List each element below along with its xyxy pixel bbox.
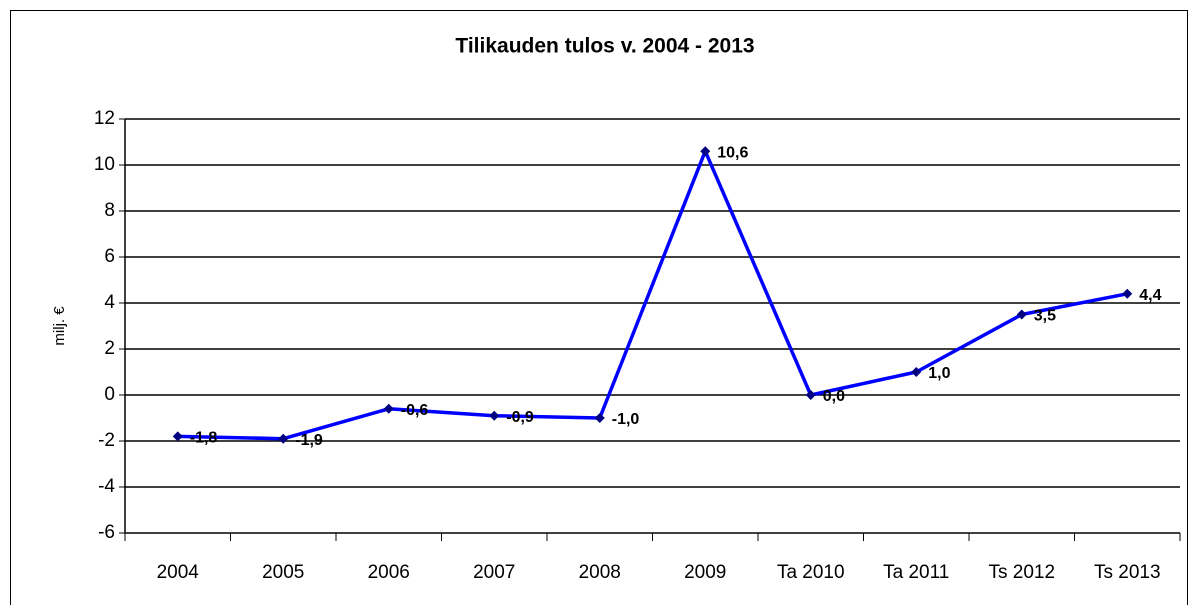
chart-frame <box>10 10 1188 605</box>
data-label: 4,4 <box>1139 287 1161 304</box>
data-marker <box>278 433 289 444</box>
x-tick-label: 2008 <box>579 562 621 583</box>
y-tick-label: -6 <box>98 522 115 543</box>
y-tick-label: 4 <box>104 292 115 313</box>
data-label: 10,6 <box>717 144 748 161</box>
data-marker <box>172 431 183 442</box>
data-marker <box>700 146 711 157</box>
x-tick-label: 2007 <box>473 562 515 583</box>
y-tick-label: 8 <box>104 200 115 221</box>
y-tick-label: 2 <box>104 338 115 359</box>
y-tick-label: -4 <box>98 476 115 497</box>
data-label: -0,9 <box>506 409 534 426</box>
data-marker <box>1122 288 1133 299</box>
x-tick-label: 2004 <box>157 562 200 583</box>
y-tick-label: 10 <box>94 154 115 175</box>
data-label: -1,9 <box>295 432 323 449</box>
chart-title: Tilikauden tulos v. 2004 - 2013 <box>455 35 754 58</box>
data-line <box>177 149 1128 441</box>
data-marker <box>594 413 605 423</box>
data-label: 0,0 <box>823 388 845 405</box>
data-label: -0,6 <box>401 402 429 419</box>
x-tick-label: 2009 <box>684 562 726 583</box>
data-marker <box>1016 309 1027 320</box>
x-tick-label: 2005 <box>262 562 304 583</box>
x-tick-label: Ta 2011 <box>883 562 949 583</box>
data-label: 1,0 <box>928 365 950 382</box>
x-tick-label: 2006 <box>368 562 410 583</box>
y-tick-label: 12 <box>94 108 115 129</box>
data-label: -1,8 <box>190 430 218 447</box>
data-marker <box>383 403 394 414</box>
data-label: 3,5 <box>1034 308 1056 325</box>
x-tick-label: Ts 2013 <box>1094 562 1161 583</box>
x-tick-label: Ts 2012 <box>988 562 1055 583</box>
data-marker <box>911 367 922 377</box>
y-tick-label: 6 <box>104 246 115 267</box>
data-label: -1,0 <box>612 411 640 428</box>
y-tick-label: 0 <box>104 384 115 405</box>
data-marker <box>805 390 816 400</box>
data-marker <box>489 410 500 421</box>
y-axis-label: milj. € <box>51 306 68 346</box>
x-tick-label: Ta 2010 <box>777 562 845 583</box>
y-tick-label: -2 <box>98 430 115 451</box>
